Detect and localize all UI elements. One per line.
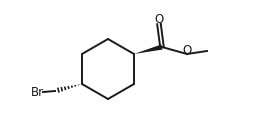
Polygon shape <box>134 44 162 54</box>
Text: O: O <box>183 44 192 57</box>
Text: O: O <box>154 13 164 26</box>
Text: Br: Br <box>31 85 44 98</box>
